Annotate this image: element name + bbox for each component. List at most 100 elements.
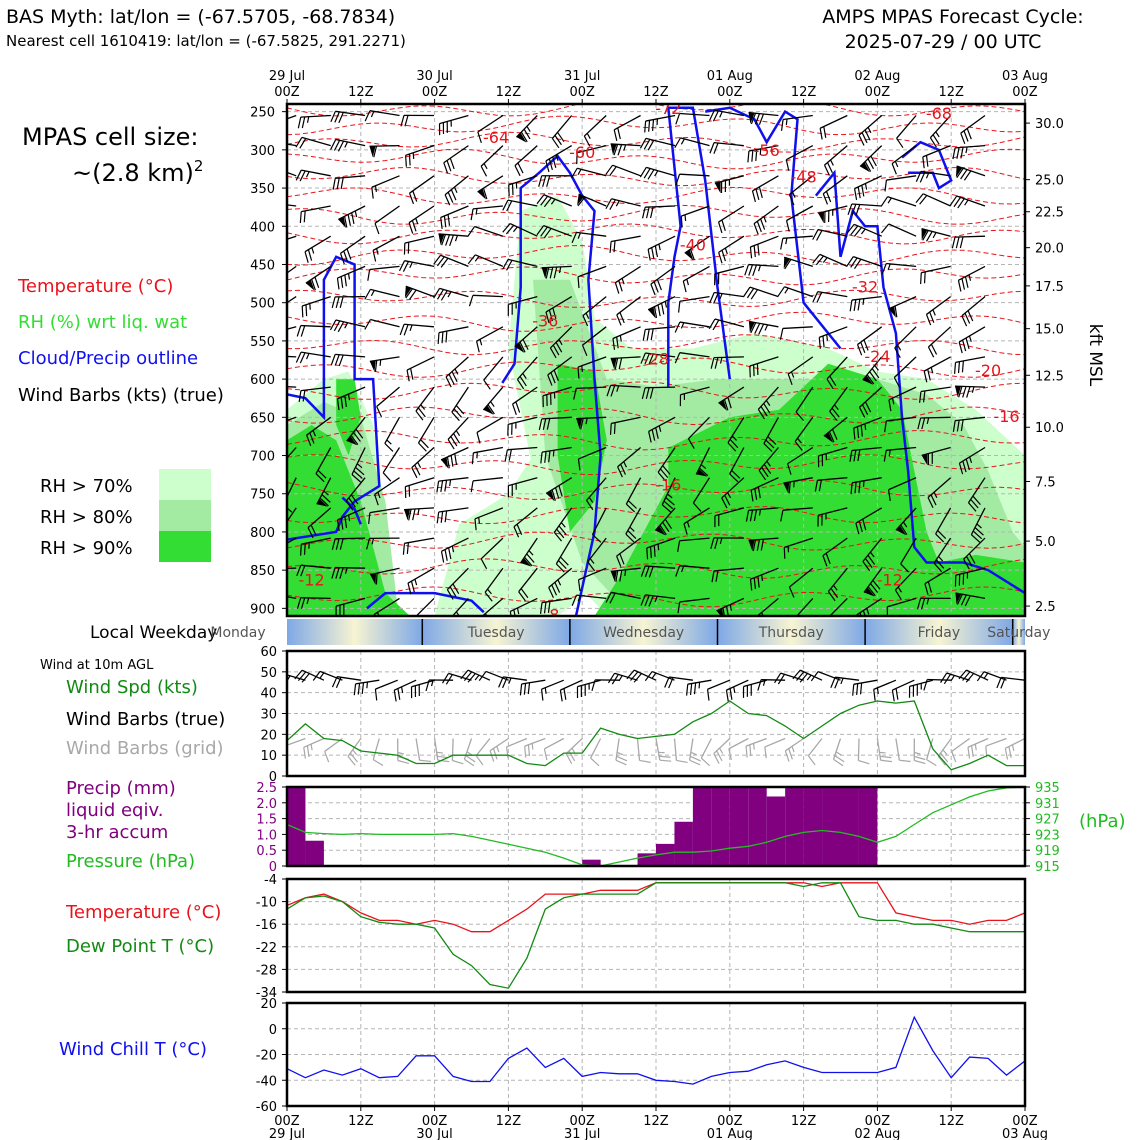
temperature-label: -64	[483, 128, 509, 147]
wind-barb	[438, 233, 469, 247]
wind-barb	[714, 507, 745, 528]
wind-barb	[451, 386, 469, 422]
precip-bar	[840, 787, 859, 866]
wind-barb	[364, 318, 400, 330]
wind-barb	[713, 738, 731, 764]
wind-barb	[640, 352, 676, 365]
wind-barb	[695, 447, 711, 477]
wind-barb	[849, 446, 882, 462]
wind-barb	[336, 507, 366, 532]
pressure-tick-label: 923	[1035, 828, 1060, 843]
wind-barb	[935, 507, 952, 543]
wind-barb	[315, 447, 332, 483]
wind-barb	[675, 173, 710, 186]
temperature-contour	[287, 454, 1025, 476]
temperature-label: -68	[926, 104, 952, 123]
weekday-label: Wednesday	[603, 625, 684, 641]
wind-barb	[415, 386, 435, 421]
wind-barb	[287, 114, 297, 127]
wind-barb	[553, 507, 573, 542]
bottom-date-label: 30 Jul	[416, 1127, 452, 1140]
wind-barb	[748, 320, 779, 335]
wind-barb	[610, 567, 641, 582]
legend-precip-2: liquid eqiv.	[66, 800, 163, 821]
temperature-label: -60	[569, 143, 595, 162]
wind-barb	[417, 416, 435, 452]
wind-barb	[921, 228, 951, 242]
temperature-frame	[285, 877, 1027, 994]
top-hour-label: 00Z	[865, 85, 891, 100]
wind-barb	[888, 296, 917, 318]
wind-barb	[825, 597, 848, 616]
weekday-cell	[1012, 619, 1025, 645]
top-hour-label: 00Z	[569, 85, 595, 100]
wind-barb	[411, 447, 435, 479]
wind-barb	[505, 737, 528, 759]
top-hour-label: 00Z	[1012, 85, 1038, 100]
wind-barb	[475, 738, 491, 766]
wind-barb	[747, 144, 779, 163]
legend-rh: RH (%) wrt liq. wat	[18, 312, 187, 333]
bottom-hour-label: 00Z	[274, 1114, 300, 1129]
wind-barb	[400, 114, 435, 127]
wind-barb	[783, 477, 813, 494]
wind-barb	[891, 679, 915, 702]
wind-barb	[926, 738, 937, 767]
legend-wind-chill: Wind Chill T (°C)	[59, 1039, 207, 1060]
wind-barb	[545, 477, 573, 502]
wind-barb	[792, 669, 823, 683]
wind-barb	[408, 205, 435, 234]
temperature-contour	[287, 186, 1025, 205]
legend-wind-speed: Wind Spd (kts)	[66, 677, 198, 698]
wind-barb	[729, 447, 745, 483]
wind-barb	[714, 175, 745, 194]
temperature-contour	[287, 289, 1025, 308]
wind-speed-grid	[287, 651, 1025, 776]
wind-barb	[576, 144, 607, 165]
wind-barb	[900, 537, 917, 573]
temperature-label: -8	[543, 605, 559, 624]
wind-barb	[440, 537, 469, 563]
wind-barb	[823, 145, 848, 176]
wind-barb	[753, 205, 779, 235]
wind-barb	[780, 507, 813, 522]
temperature-contour	[287, 266, 1025, 286]
wind-barb	[908, 679, 933, 698]
wind-barb	[683, 507, 710, 535]
wind-barb	[555, 537, 573, 573]
wind-barb	[541, 265, 572, 279]
wind-barb	[606, 384, 641, 397]
y-tick-label: 2.5	[256, 781, 277, 796]
wind-barb	[581, 326, 607, 356]
wind-barb	[949, 195, 986, 209]
cloud-outline-4	[501, 154, 602, 616]
right-tick-label: 20.0	[1035, 242, 1064, 257]
wind-barb	[788, 175, 814, 206]
wind-barb	[300, 537, 331, 556]
y-tick-label: 20	[260, 728, 277, 743]
wind-barb	[298, 386, 331, 402]
wind-barb	[678, 295, 710, 313]
bottom-hour-label: 12Z	[496, 1114, 522, 1129]
wind-barb	[330, 138, 366, 152]
wind-barb	[549, 326, 573, 359]
y-tick-label: 0	[269, 860, 277, 875]
wind-barb	[366, 537, 400, 550]
wind-barb	[573, 386, 607, 400]
temperature-contour	[287, 311, 1025, 332]
bottom-date-label: 29 Jul	[269, 1127, 305, 1140]
wind-barb	[708, 318, 745, 331]
wind-10m-label: Wind at 10m AGL	[40, 658, 154, 673]
y-tick-label: 20	[260, 997, 277, 1012]
wind-barb	[498, 676, 527, 689]
wind-barb	[612, 326, 641, 350]
wind-barb	[725, 679, 749, 702]
wind-barb	[296, 564, 331, 577]
wind-barb	[295, 136, 331, 149]
legend-wind-barbs: Wind Barbs (kts) (true)	[18, 385, 224, 406]
wind-barb	[785, 205, 814, 232]
wind-barb	[953, 356, 986, 374]
temperature-contour	[287, 223, 1025, 245]
wind-barb	[929, 115, 952, 148]
wind-barb	[583, 115, 607, 147]
